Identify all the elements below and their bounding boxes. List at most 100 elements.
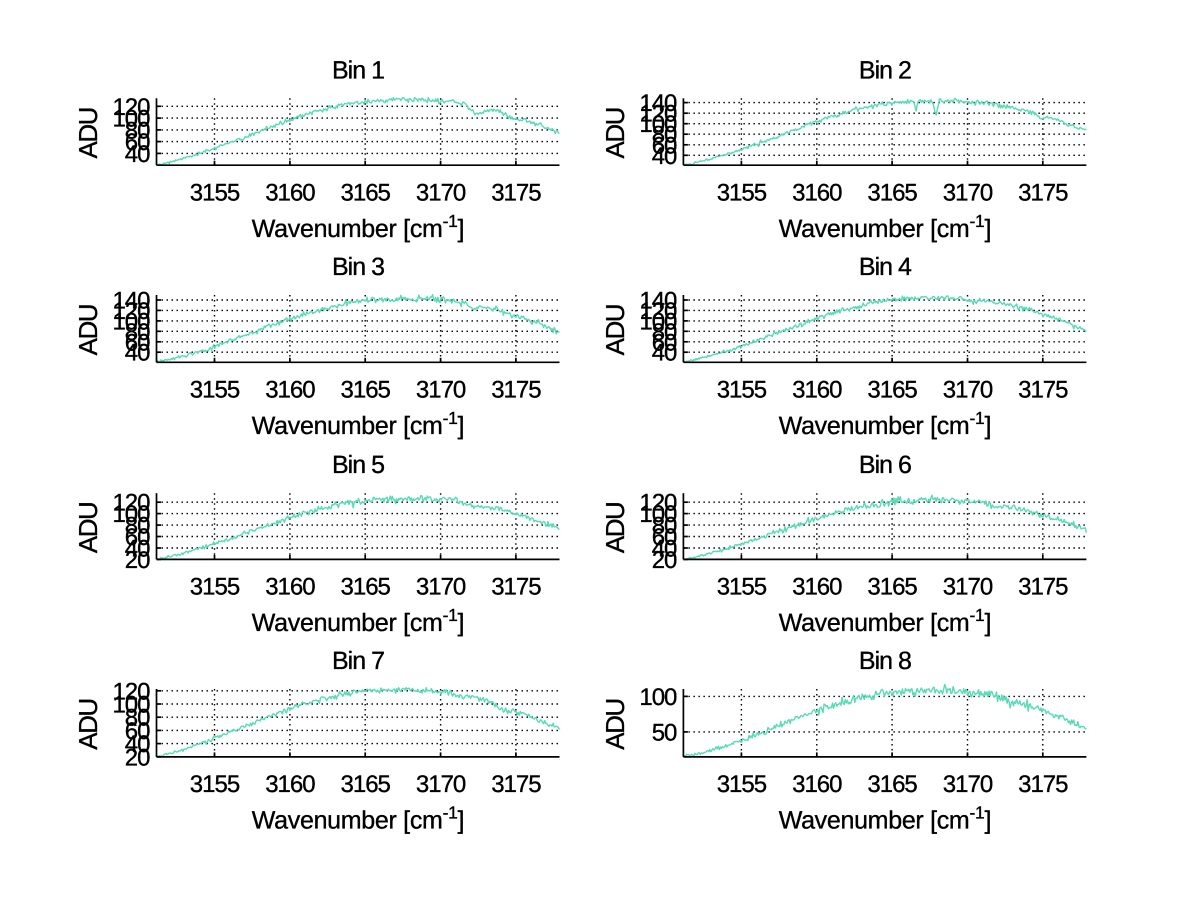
svg-text:Wavenumber [cm-1]: Wavenumber [cm-1]	[779, 408, 991, 440]
svg-text:140: 140	[639, 288, 677, 315]
svg-text:40: 40	[125, 536, 150, 563]
svg-text:3155: 3155	[190, 376, 240, 403]
svg-text:ADU: ADU	[73, 503, 103, 553]
svg-text:Bin 3: Bin 3	[332, 253, 384, 281]
svg-text:3170: 3170	[943, 179, 993, 206]
svg-text:3165: 3165	[341, 376, 391, 403]
svg-text:3175: 3175	[491, 771, 541, 798]
svg-text:Bin 7: Bin 7	[332, 647, 384, 675]
svg-text:3160: 3160	[792, 771, 842, 798]
svg-text:Bin 6: Bin 6	[859, 451, 911, 479]
svg-text:3175: 3175	[1018, 574, 1068, 601]
svg-text:120: 120	[112, 490, 150, 517]
svg-text:120: 120	[639, 101, 677, 128]
svg-text:3165: 3165	[341, 179, 391, 206]
svg-text:3160: 3160	[792, 376, 842, 403]
svg-text:20: 20	[125, 744, 150, 771]
svg-text:3155: 3155	[717, 179, 767, 206]
svg-text:3165: 3165	[341, 771, 391, 798]
svg-text:ADU: ADU	[600, 699, 630, 749]
svg-text:120: 120	[639, 298, 677, 325]
svg-text:3170: 3170	[416, 376, 466, 403]
svg-text:Wavenumber [cm-1]: Wavenumber [cm-1]	[252, 408, 464, 440]
svg-text:40: 40	[125, 141, 150, 168]
svg-text:3175: 3175	[491, 574, 541, 601]
svg-text:Wavenumber [cm-1]: Wavenumber [cm-1]	[252, 211, 464, 243]
svg-text:60: 60	[125, 524, 150, 551]
svg-text:40: 40	[652, 340, 677, 367]
svg-text:100: 100	[639, 501, 677, 528]
svg-text:3160: 3160	[265, 179, 315, 206]
svg-text:20: 20	[652, 547, 677, 574]
svg-text:80: 80	[125, 117, 150, 144]
svg-text:3160: 3160	[792, 179, 842, 206]
svg-text:40: 40	[652, 143, 677, 170]
svg-text:Bin 2: Bin 2	[859, 56, 911, 84]
svg-text:3170: 3170	[943, 574, 993, 601]
svg-text:ADU: ADU	[600, 503, 630, 553]
svg-text:Bin 1: Bin 1	[332, 56, 384, 84]
svg-text:3155: 3155	[190, 771, 240, 798]
svg-text:3155: 3155	[190, 179, 240, 206]
svg-text:100: 100	[639, 684, 677, 711]
svg-text:100: 100	[112, 501, 150, 528]
svg-text:40: 40	[652, 536, 677, 563]
svg-text:Wavenumber [cm-1]: Wavenumber [cm-1]	[779, 211, 991, 243]
svg-text:3155: 3155	[717, 376, 767, 403]
svg-text:120: 120	[112, 678, 150, 705]
svg-text:Bin 5: Bin 5	[332, 451, 384, 479]
svg-text:40: 40	[125, 731, 150, 758]
svg-text:ADU: ADU	[73, 108, 103, 158]
svg-text:3155: 3155	[717, 771, 767, 798]
svg-text:60: 60	[652, 329, 677, 356]
svg-text:3170: 3170	[416, 771, 466, 798]
svg-text:80: 80	[125, 705, 150, 732]
svg-text:120: 120	[639, 490, 677, 517]
svg-text:3165: 3165	[867, 574, 917, 601]
svg-text:3155: 3155	[190, 574, 240, 601]
svg-text:ADU: ADU	[600, 108, 630, 158]
svg-text:3165: 3165	[867, 771, 917, 798]
svg-text:60: 60	[125, 718, 150, 745]
svg-text:Wavenumber [cm-1]: Wavenumber [cm-1]	[252, 605, 464, 637]
svg-text:40: 40	[125, 340, 150, 367]
svg-text:80: 80	[652, 122, 677, 149]
svg-text:100: 100	[639, 308, 677, 335]
svg-text:3165: 3165	[867, 376, 917, 403]
svg-text:3165: 3165	[341, 574, 391, 601]
svg-text:80: 80	[652, 319, 677, 346]
svg-text:3175: 3175	[491, 179, 541, 206]
svg-text:20: 20	[125, 547, 150, 574]
svg-text:100: 100	[112, 692, 150, 719]
svg-text:60: 60	[125, 329, 150, 356]
svg-text:120: 120	[112, 94, 150, 121]
svg-text:Wavenumber [cm-1]: Wavenumber [cm-1]	[779, 803, 991, 835]
svg-text:3165: 3165	[867, 179, 917, 206]
svg-text:Bin 4: Bin 4	[859, 253, 912, 281]
svg-text:3160: 3160	[792, 574, 842, 601]
svg-text:80: 80	[125, 319, 150, 346]
svg-text:100: 100	[639, 111, 677, 138]
svg-text:ADU: ADU	[73, 305, 103, 355]
svg-text:100: 100	[112, 106, 150, 133]
svg-text:50: 50	[652, 719, 677, 746]
svg-text:120: 120	[112, 298, 150, 325]
svg-text:3175: 3175	[491, 376, 541, 403]
svg-text:60: 60	[652, 132, 677, 159]
svg-text:80: 80	[125, 513, 150, 540]
svg-text:3160: 3160	[265, 574, 315, 601]
svg-text:140: 140	[112, 288, 150, 315]
svg-text:140: 140	[639, 90, 677, 117]
svg-text:Wavenumber [cm-1]: Wavenumber [cm-1]	[779, 605, 991, 637]
svg-text:100: 100	[112, 308, 150, 335]
svg-text:3160: 3160	[265, 376, 315, 403]
svg-text:3160: 3160	[265, 771, 315, 798]
svg-text:3175: 3175	[1018, 771, 1068, 798]
svg-text:60: 60	[652, 524, 677, 551]
svg-text:3170: 3170	[943, 771, 993, 798]
svg-text:3170: 3170	[416, 179, 466, 206]
svg-text:3170: 3170	[943, 376, 993, 403]
svg-text:Wavenumber [cm-1]: Wavenumber [cm-1]	[252, 803, 464, 835]
svg-text:ADU: ADU	[73, 699, 103, 749]
svg-text:80: 80	[652, 513, 677, 540]
